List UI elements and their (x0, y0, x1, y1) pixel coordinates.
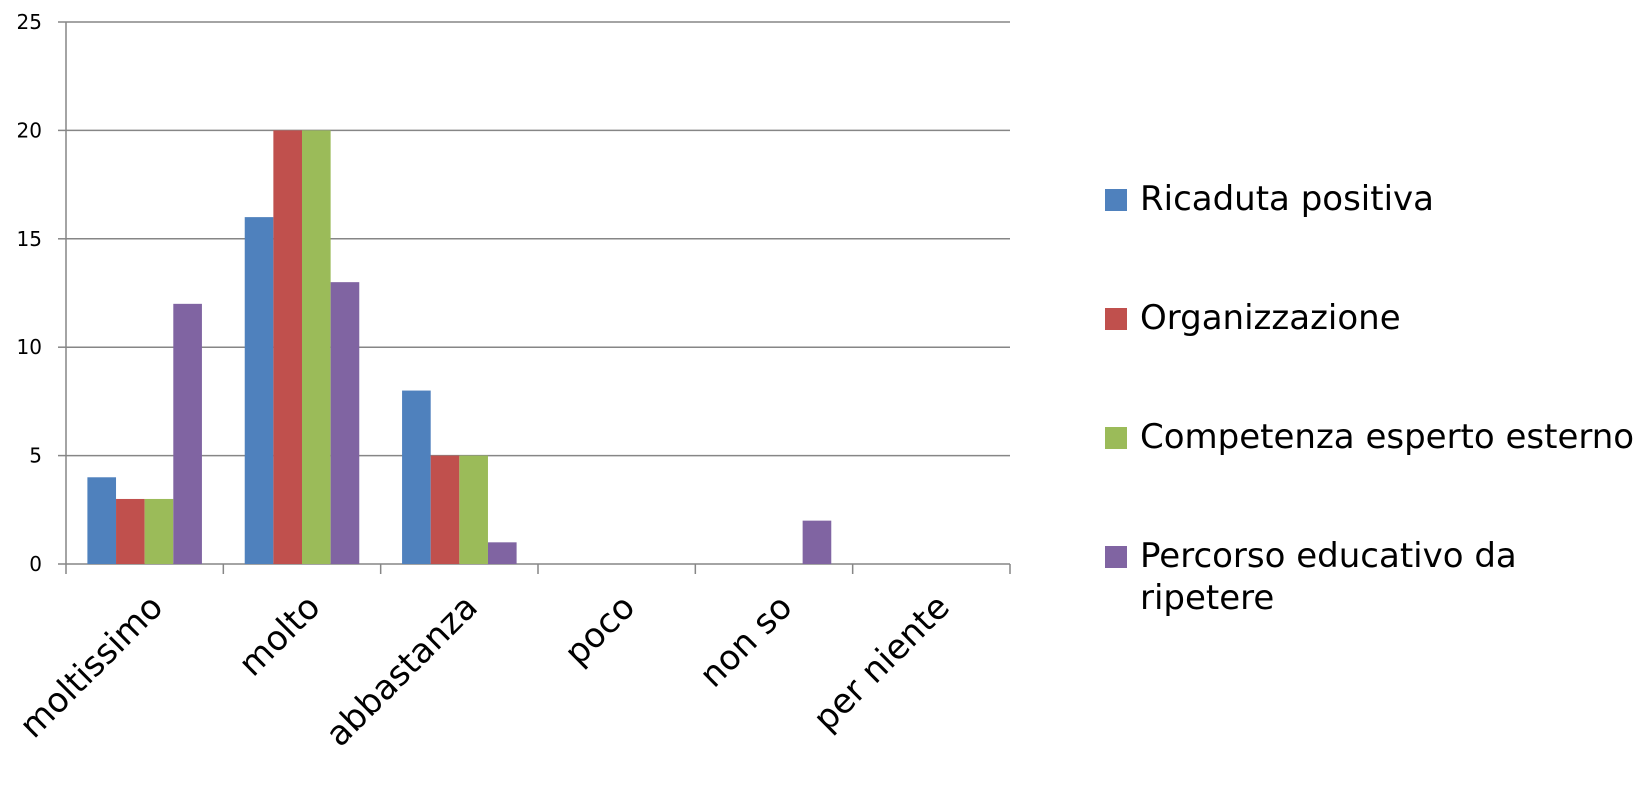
bar-molto-series-2 (302, 130, 331, 564)
y-tick-label-20: 20 (17, 118, 42, 142)
bar-moltissimo-series-3 (173, 303, 202, 564)
legend-label-percorso-educativo: Percorso educativo da ripetere (1140, 536, 1517, 618)
bar-abbastanza-series-3 (487, 542, 517, 564)
bar-moltissimo-series-1 (116, 498, 145, 564)
bar-molto-series-3 (330, 282, 360, 564)
x-category-label-poco: poco (557, 587, 643, 673)
x-category-label-abbastanza: abbastanza (318, 587, 486, 755)
bar-moltissimo-series-0 (87, 477, 117, 564)
x-category-label-non-so: non so (692, 587, 800, 695)
bar-abbastanza-series-1 (430, 455, 460, 564)
legend-item-ricaduta-positiva: Ricaduta positiva (1105, 178, 1640, 220)
x-category-label-per-niente: per niente (806, 587, 958, 739)
bar-non-so-series-3 (802, 520, 832, 564)
x-category-label-moltissimo: moltissimo (12, 587, 171, 746)
bar-abbastanza-series-2 (459, 455, 488, 564)
bar-molto-series-0 (244, 217, 274, 564)
y-tick-label-10: 10 (17, 335, 42, 359)
legend-item-percorso-educativo: Percorso educativo da ripetere (1105, 535, 1520, 619)
x-category-label-molto: molto (231, 587, 328, 684)
y-tick-label-0: 0 (29, 552, 42, 576)
legend-label-organizzazione: Organizzazione (1140, 298, 1401, 338)
bar-abbastanza-series-0 (402, 390, 431, 564)
y-tick-label-25: 25 (17, 10, 42, 34)
y-tick-label-15: 15 (17, 227, 42, 251)
legend-item-organizzazione: Organizzazione (1105, 297, 1640, 339)
bar-molto-series-1 (273, 130, 302, 564)
legend-swatch-percorso-educativo (1105, 546, 1127, 568)
legend-label-ricaduta-positiva: Ricaduta positiva (1140, 179, 1434, 219)
legend-label-competenza-esperto-esterno: Competenza esperto esterno (1140, 417, 1635, 457)
y-tick-label-5: 5 (29, 444, 42, 468)
legend-swatch-organizzazione (1105, 308, 1127, 330)
legend-swatch-ricaduta-positiva (1105, 189, 1127, 211)
legend-item-competenza-esperto-esterno: Competenza esperto esterno (1105, 416, 1640, 458)
legend-swatch-competenza-esperto-esterno (1105, 427, 1127, 449)
bar-moltissimo-series-2 (144, 498, 174, 564)
